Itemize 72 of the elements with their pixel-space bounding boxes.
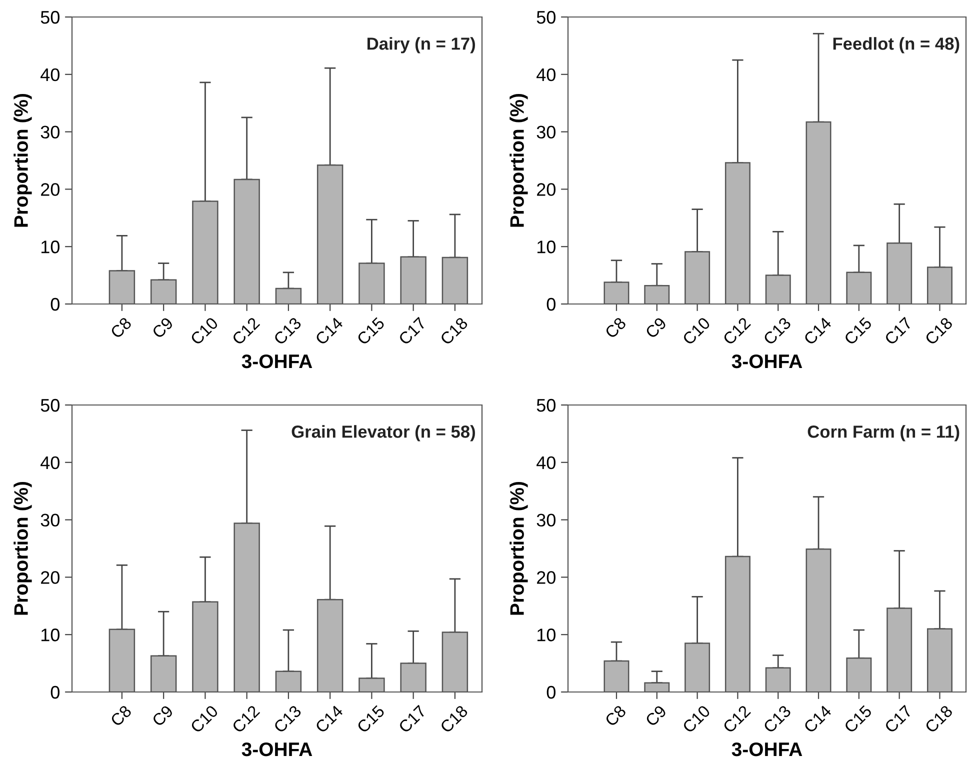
x-axis-title: 3-OHFA bbox=[242, 354, 312, 368]
x-tick-label: C17 bbox=[884, 704, 913, 734]
annotation: Grain Elevator (n = 58) bbox=[292, 425, 475, 442]
x-tick-label: C17 bbox=[398, 704, 427, 734]
x-tick-label: C15 bbox=[356, 704, 386, 734]
x-tick-label: C12 bbox=[722, 704, 752, 734]
y-tick-label: 30 bbox=[536, 514, 556, 527]
y-tick-label: 20 bbox=[41, 571, 60, 584]
x-tick-label: C10 bbox=[190, 316, 219, 346]
x-tick-label: C13 bbox=[762, 704, 792, 734]
x-tick-label: C15 bbox=[844, 316, 872, 346]
x-tick-label: C8 bbox=[604, 316, 627, 339]
x-tick-label: C12 bbox=[231, 316, 260, 346]
x-tick-label: C18 bbox=[924, 316, 954, 346]
x-tick-label: C9 bbox=[644, 704, 668, 727]
x-tick-label: C9 bbox=[151, 316, 174, 339]
y-axis-title: Proportion (%) bbox=[510, 482, 528, 615]
x-tick-label: C17 bbox=[398, 316, 427, 346]
y-tick-label: 20 bbox=[537, 571, 556, 584]
annotation: Dairy (n = 17) bbox=[368, 37, 475, 54]
y-tick-label: 10 bbox=[537, 628, 556, 642]
y-tick-label: 40 bbox=[536, 68, 556, 82]
y-tick-label: 50 bbox=[40, 398, 60, 412]
x-tick-label: C18 bbox=[924, 704, 954, 734]
y-tick-label: 0 bbox=[50, 298, 60, 311]
x-tick-label: C8 bbox=[110, 316, 132, 339]
x-tick-label: C17 bbox=[884, 316, 913, 346]
x-tick-label: C14 bbox=[803, 704, 832, 734]
y-tick-label: 50 bbox=[40, 10, 60, 24]
y-axis-title: Proportion (%) bbox=[14, 94, 32, 227]
x-tick-label: C14 bbox=[803, 316, 832, 346]
y-tick-label: 10 bbox=[41, 628, 60, 642]
y-tick-label: 40 bbox=[40, 68, 60, 82]
x-tick-label: C12 bbox=[722, 316, 752, 346]
x-axis-title: 3-OHFA bbox=[242, 742, 312, 756]
x-tick-label: C13 bbox=[273, 704, 302, 734]
y-tick-label: 40 bbox=[536, 456, 556, 470]
y-tick-label: 20 bbox=[537, 183, 556, 196]
y-tick-label: 50 bbox=[536, 10, 556, 24]
x-tick-label: C13 bbox=[273, 316, 302, 346]
y-tick-label: 30 bbox=[536, 126, 556, 139]
annotation: Feedlot (n = 48) bbox=[833, 37, 960, 54]
x-tick-label: C14 bbox=[314, 316, 344, 346]
y-tick-label: 0 bbox=[546, 686, 556, 699]
x-axis-title: 3-OHFA bbox=[732, 742, 802, 756]
x-tick-label: C14 bbox=[314, 704, 344, 734]
annotation: Corn Farm (n = 11) bbox=[808, 425, 960, 442]
x-tick-label: C8 bbox=[604, 704, 627, 727]
x-tick-label: C10 bbox=[682, 704, 711, 734]
x-tick-label: C9 bbox=[151, 704, 174, 727]
y-tick-label: 20 bbox=[41, 183, 60, 196]
x-axis-title: 3-OHFA bbox=[732, 354, 802, 368]
x-tick-label: C12 bbox=[231, 704, 260, 734]
y-tick-label: 30 bbox=[40, 514, 60, 527]
y-tick-label: 0 bbox=[546, 298, 556, 311]
y-axis-title: Proportion (%) bbox=[14, 482, 32, 615]
x-tick-label: C8 bbox=[110, 704, 132, 727]
y-tick-label: 0 bbox=[50, 686, 60, 699]
y-tick-label: 40 bbox=[40, 456, 60, 470]
y-tick-label: 30 bbox=[40, 126, 60, 139]
x-tick-label: C18 bbox=[440, 704, 468, 734]
x-tick-label: C10 bbox=[190, 704, 219, 734]
x-tick-label: C15 bbox=[844, 704, 872, 734]
x-tick-label: C15 bbox=[356, 316, 386, 346]
y-tick-label: 50 bbox=[536, 398, 556, 412]
x-tick-label: C9 bbox=[644, 316, 668, 339]
x-tick-label: C18 bbox=[440, 316, 468, 346]
x-tick-label: C13 bbox=[762, 316, 792, 346]
y-tick-label: 10 bbox=[537, 240, 556, 254]
y-axis-title: Proportion (%) bbox=[510, 94, 528, 227]
x-tick-label: C10 bbox=[682, 316, 711, 346]
y-tick-label: 10 bbox=[41, 240, 60, 254]
